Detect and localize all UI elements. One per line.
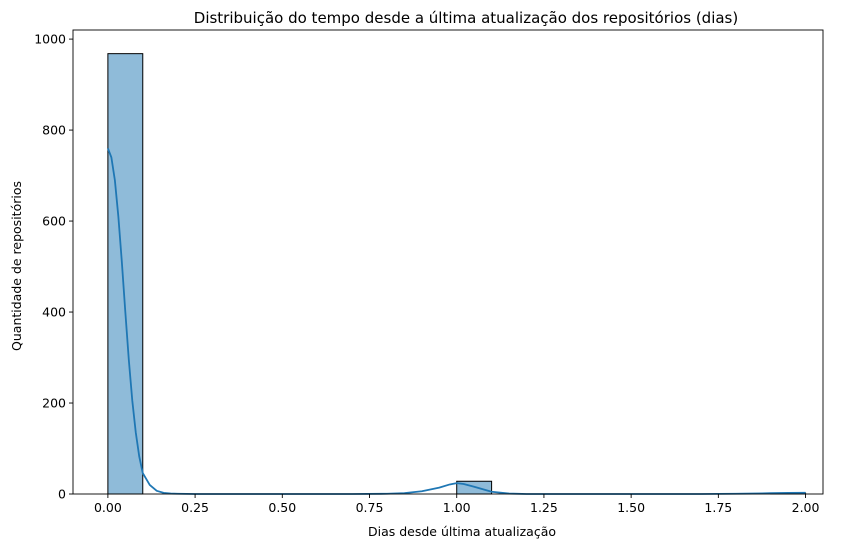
axes-frame — [72, 29, 824, 495]
x-tick-label: 0.75 — [356, 500, 384, 515]
x-tick-label: 2.00 — [792, 500, 820, 515]
x-axis-ticks: 0.00 0.25 0.50 0.75 1.00 1.25 1.50 1.75 2.00 — [94, 494, 820, 515]
x-tick-label: 0.00 — [94, 500, 122, 515]
x-tick-label: 1.00 — [443, 500, 471, 515]
y-tick-label: 400 — [42, 305, 66, 320]
x-axis-label: Dias desde última atualização — [368, 524, 556, 539]
y-tick-label: 200 — [42, 396, 66, 411]
histogram-bars — [107, 53, 807, 495]
plot-area — [73, 30, 823, 494]
histogram-bar — [107, 53, 144, 495]
chart-title: Distribuição do tempo desde a última atu… — [194, 9, 738, 27]
x-tick-label: 0.25 — [181, 500, 209, 515]
axes-spines — [72, 29, 824, 495]
y-tick-label: 1000 — [34, 32, 66, 47]
x-tick-label: 1.50 — [617, 500, 645, 515]
x-tick-label: 1.75 — [704, 500, 732, 515]
y-tick-label: 0 — [58, 487, 66, 502]
y-tick-label: 800 — [42, 123, 66, 138]
y-tick-label: 600 — [42, 214, 66, 229]
y-axis-ticks: 0 200 400 600 800 1000 — [34, 32, 73, 502]
x-tick-label: 1.25 — [530, 500, 558, 515]
plot-background — [73, 30, 823, 494]
x-tick-label: 0.50 — [268, 500, 296, 515]
y-axis-label: Quantidade de repositórios — [9, 181, 24, 351]
